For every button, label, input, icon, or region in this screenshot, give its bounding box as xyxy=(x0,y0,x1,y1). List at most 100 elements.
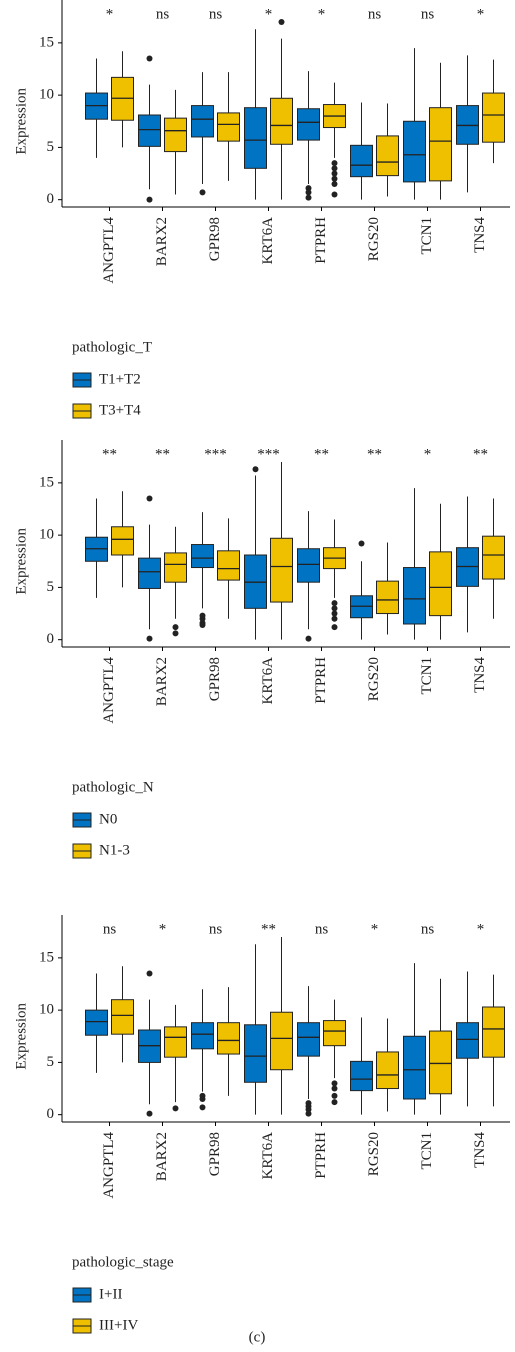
outlier xyxy=(172,624,179,631)
x-tick-label: PTPRH xyxy=(313,217,329,264)
x-tick-label: TCN1 xyxy=(419,217,435,255)
outlier xyxy=(331,160,338,167)
outlier xyxy=(331,1099,338,1106)
outlier xyxy=(146,55,153,62)
significance-label: ns xyxy=(421,921,435,937)
box xyxy=(376,135,399,177)
box xyxy=(138,114,161,147)
box xyxy=(403,1035,426,1100)
box xyxy=(376,580,399,615)
outlier xyxy=(278,18,285,25)
x-tick-label: PTPRH xyxy=(313,657,329,704)
outlier xyxy=(146,196,153,203)
significance-label: ns xyxy=(209,921,223,937)
y-tick-label: 0 xyxy=(47,191,55,207)
y-axis-label: Expression xyxy=(13,527,29,594)
box xyxy=(164,117,187,153)
box xyxy=(350,1060,373,1092)
box xyxy=(429,551,452,617)
significance-label: ns xyxy=(315,921,329,937)
box xyxy=(164,552,187,583)
box xyxy=(217,112,240,142)
outlier xyxy=(331,605,338,612)
outlier xyxy=(199,1104,206,1111)
outlier xyxy=(358,540,365,547)
legend-label: N0 xyxy=(99,811,117,827)
outlier xyxy=(146,970,153,977)
y-tick-label: 10 xyxy=(39,527,54,543)
significance-label: ns xyxy=(103,921,117,937)
legend-label: T3+T4 xyxy=(99,402,141,418)
y-tick-label: 10 xyxy=(39,1002,54,1018)
significance-label: * xyxy=(159,921,167,937)
x-tick-label: KRT6A xyxy=(260,1132,276,1180)
x-tick-label: BARX2 xyxy=(154,657,170,706)
y-tick-label: 5 xyxy=(47,1054,55,1070)
outlier xyxy=(146,1110,153,1117)
significance-label: ns xyxy=(368,6,382,22)
legend-label: N1-3 xyxy=(99,842,130,858)
box xyxy=(270,537,293,603)
x-tick-label: BARX2 xyxy=(154,1132,170,1181)
box xyxy=(482,535,505,580)
significance-label: * xyxy=(318,6,326,22)
x-tick-label: PTPRH xyxy=(313,1132,329,1179)
outlier xyxy=(331,610,338,617)
box xyxy=(111,999,134,1035)
box xyxy=(482,1006,505,1058)
x-tick-label: TCN1 xyxy=(419,1132,435,1170)
y-tick-label: 15 xyxy=(39,34,54,50)
outlier xyxy=(331,170,338,177)
y-tick-label: 5 xyxy=(47,579,55,595)
box xyxy=(244,107,267,169)
x-tick-label: TNS4 xyxy=(472,1132,488,1168)
significance-label: ** xyxy=(261,921,276,937)
outlier xyxy=(331,181,338,187)
y-tick-label: 15 xyxy=(39,949,54,965)
significance-label: ** xyxy=(155,446,170,462)
box xyxy=(297,1022,320,1057)
box xyxy=(482,92,505,143)
box xyxy=(138,557,161,589)
legend-title: pathologic_N xyxy=(72,779,154,795)
outlier xyxy=(199,622,206,629)
x-tick-label: BARX2 xyxy=(154,217,170,266)
significance-label: * xyxy=(477,921,485,937)
y-tick-label: 10 xyxy=(39,87,54,103)
box xyxy=(270,97,293,145)
legend-label: I+II xyxy=(99,1286,122,1302)
x-tick-label: TCN1 xyxy=(419,657,435,695)
outlier xyxy=(331,624,338,631)
box xyxy=(403,567,426,625)
panel: 0 5 10 15 Expression ANGPTL4 ns BARX2 * GPR98 ns KR… xyxy=(13,915,510,1334)
x-tick-label: RGS20 xyxy=(366,657,382,701)
outlier xyxy=(331,191,338,198)
significance-label: ns xyxy=(156,6,170,22)
outlier xyxy=(305,1110,312,1117)
legend-title: pathologic_T xyxy=(72,339,152,355)
significance-label: * xyxy=(371,921,379,937)
x-tick-label: GPR98 xyxy=(207,217,223,261)
y-axis-label: Expression xyxy=(13,87,29,154)
box xyxy=(191,105,214,138)
x-tick-label: RGS20 xyxy=(366,1132,382,1176)
significance-label: ** xyxy=(314,446,329,462)
box xyxy=(244,1024,267,1083)
x-tick-label: GPR98 xyxy=(207,1132,223,1176)
outlier xyxy=(331,1085,338,1092)
significance-label: * xyxy=(477,6,485,22)
outlier xyxy=(305,189,312,196)
box xyxy=(85,1009,108,1036)
x-tick-label: ANGPTL4 xyxy=(101,657,117,724)
box xyxy=(403,120,426,183)
outlier xyxy=(172,1105,179,1112)
significance-label: * xyxy=(265,6,273,22)
x-tick-label: KRT6A xyxy=(260,657,276,705)
box xyxy=(350,144,373,178)
significance-label: *** xyxy=(257,446,280,462)
box xyxy=(323,1020,346,1047)
legend-label: T1+T2 xyxy=(99,371,141,387)
outlier xyxy=(305,185,312,192)
significance-label: ** xyxy=(102,446,117,462)
box xyxy=(456,1022,479,1059)
